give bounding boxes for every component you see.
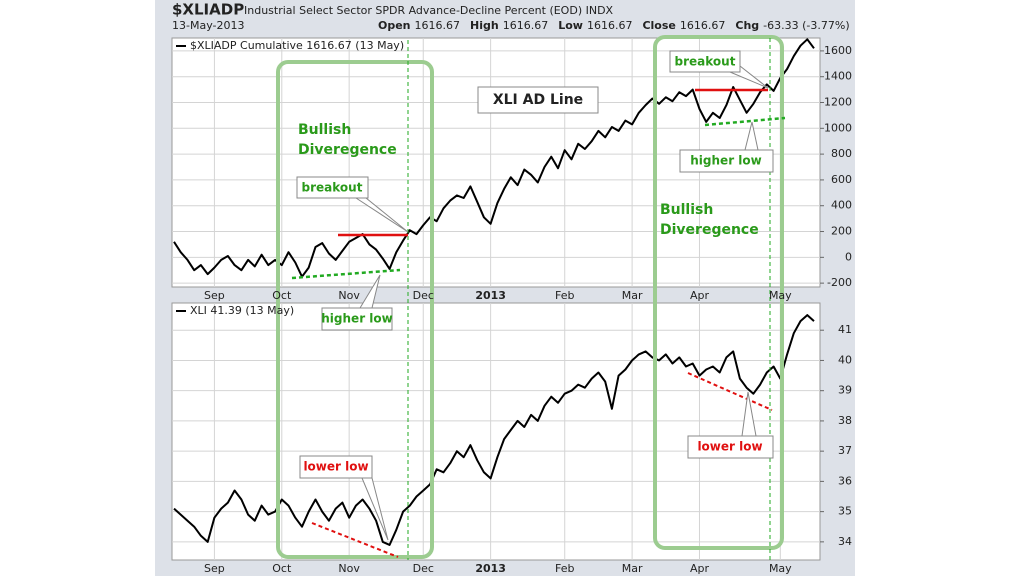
quote-label: Close: [642, 19, 675, 32]
panel-bottom: [171, 302, 821, 561]
y-tick-label: 0: [845, 250, 852, 263]
y-tick-label: 34: [838, 535, 852, 548]
callout: [744, 121, 759, 151]
trend-line: [687, 372, 773, 411]
x-tick-label: Dec: [413, 562, 434, 575]
x-tick-label: Oct: [272, 562, 292, 575]
annotation: breakout: [675, 55, 736, 69]
x-tick-label: 2013: [475, 289, 506, 302]
y-tick-label: 600: [831, 173, 852, 186]
x-tick-label: Apr: [690, 289, 710, 302]
series-line: [173, 314, 815, 546]
series-line: [173, 38, 815, 278]
series: [173, 38, 815, 546]
annotation: lower low: [303, 460, 368, 474]
annotation: higher low: [321, 312, 392, 326]
annotation: XLI AD Line: [493, 92, 583, 108]
quote-label: Open: [378, 19, 411, 32]
annotation: Diveregence: [660, 222, 759, 238]
y-tick-label: 41: [838, 323, 852, 336]
quote-label: High: [470, 19, 499, 32]
legend-label: XLI 41.39 (13 May): [190, 304, 294, 317]
x-tick-label: Sep: [204, 289, 225, 302]
description: Industrial Select Sector SPDR Advance-De…: [244, 4, 614, 17]
x-tick-label: Mar: [622, 562, 643, 575]
annotation: higher low: [690, 154, 761, 168]
symbol: $XLIADP: [172, 1, 244, 19]
annotation: Bullish: [298, 122, 351, 138]
y-tick-label: -200: [827, 276, 852, 289]
x-tick-label: Apr: [690, 562, 710, 575]
annotation: breakout: [302, 181, 363, 195]
callout: [359, 274, 381, 309]
x-tick-label: Oct: [272, 289, 292, 302]
x-tick-label: Mar: [622, 289, 643, 302]
x-tick-label: 2013: [475, 562, 506, 575]
callout: [361, 477, 389, 541]
trend-line: [704, 116, 786, 127]
quote-value: 1616.67: [587, 19, 633, 32]
y-tick-label: 800: [831, 147, 852, 160]
y-tick-label: 200: [831, 225, 852, 238]
x-tick-label: May: [769, 289, 792, 302]
y-tick-label: 1000: [824, 121, 852, 134]
date: 13-May-2013: [172, 19, 244, 32]
annotation-box: [669, 50, 741, 73]
divergence-box: [653, 35, 784, 550]
annotation-box: [679, 149, 774, 173]
y-tick-label: 37: [838, 444, 852, 457]
x-tick-label: May: [769, 562, 792, 575]
annotation-box: [321, 307, 393, 331]
divergence-box: [276, 60, 434, 559]
annotation-box: [296, 176, 369, 199]
quote-label: Chg: [735, 19, 759, 32]
y-tick-label: 38: [838, 414, 852, 427]
quote-label: Low: [558, 19, 583, 32]
legend-label: $XLIADP Cumulative 1616.67 (13 May): [190, 39, 404, 52]
y-tick-label: 1200: [824, 96, 852, 109]
annotation-box: [477, 86, 599, 114]
y-tick-label: 36: [838, 474, 852, 487]
quote-value: -63.33 (-3.77%): [763, 19, 849, 32]
quote-value: 1616.67: [415, 19, 461, 32]
quote-value: 1616.67: [503, 19, 549, 32]
annotation: Diveregence: [298, 142, 397, 158]
y-tick-label: 39: [838, 384, 852, 397]
annotation-box: [299, 455, 373, 479]
x-tick-label: Nov: [338, 562, 360, 575]
y-tick-label: 400: [831, 199, 852, 212]
quote: Open 1616.67 High 1616.67 Low 1616.67 Close 161…: [378, 19, 850, 32]
y-tick-label: 40: [838, 353, 852, 366]
annotation-box: [687, 435, 774, 459]
y-tick-label: 35: [838, 505, 852, 518]
trend-line: [311, 522, 399, 558]
x-tick-label: Nov: [338, 289, 360, 302]
callout: [741, 391, 757, 437]
y-tick-label: 1400: [824, 70, 852, 83]
y-tick-label: 1600: [824, 44, 852, 57]
x-tick-label: Feb: [555, 562, 574, 575]
annotation: lower low: [697, 440, 762, 454]
quote-value: 1616.67: [680, 19, 726, 32]
x-tick-label: Feb: [555, 289, 574, 302]
annotation: Bullish: [660, 202, 713, 218]
x-tick-label: Dec: [413, 289, 434, 302]
callout: [355, 197, 409, 233]
x-tick-label: Sep: [204, 562, 225, 575]
